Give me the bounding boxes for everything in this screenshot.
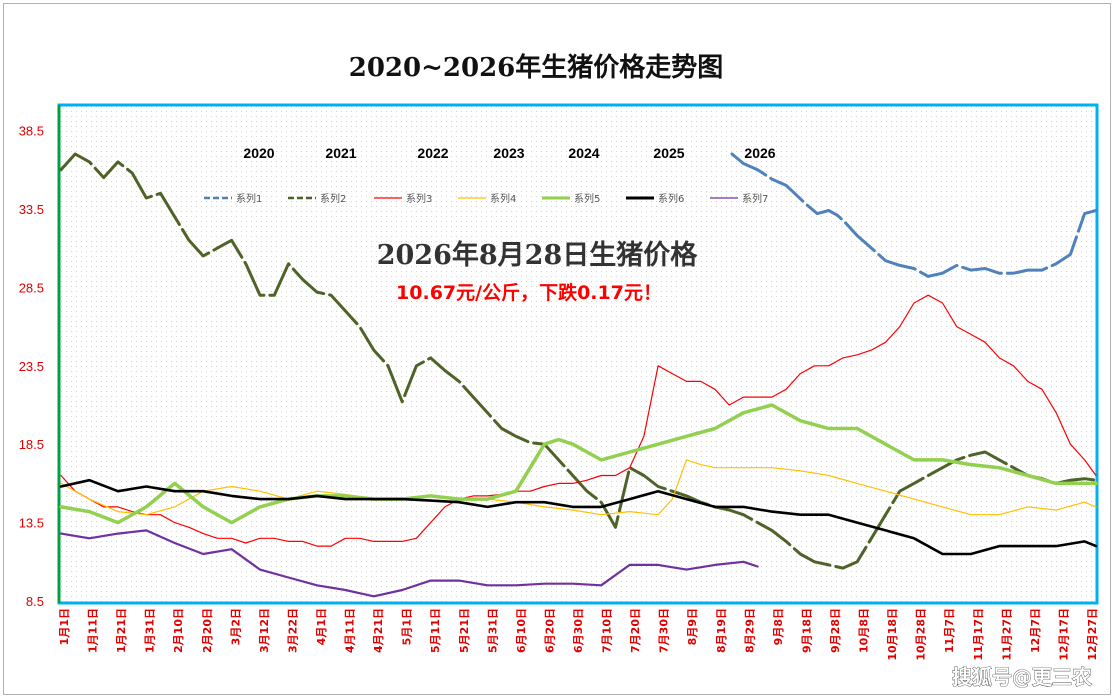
- year-label: 2026: [744, 145, 775, 161]
- chart-title: 2020~2026年生猪价格走势图: [349, 52, 724, 83]
- legend: 系列1 系列2 系列3 系列4 系列5 系列6 系列7: [204, 192, 768, 205]
- series-line: [59, 529, 759, 598]
- series-line: [730, 152, 1098, 278]
- year-labels: 2020 2021 2022 2023 2024 2025 2026: [243, 145, 775, 161]
- legend-label: 系列3: [406, 192, 432, 205]
- x-tick-label: 1月31日: [144, 608, 157, 653]
- series-lines: [59, 152, 1098, 598]
- legend-label: 系列2: [320, 192, 346, 205]
- x-tick-label: 10月28日: [915, 608, 928, 661]
- x-tick-label: 9月18日: [800, 608, 813, 653]
- x-tick-label: 6月30日: [572, 608, 585, 653]
- annotation-price: 10.67元/公斤，下跌0.17元！: [396, 281, 662, 304]
- y-tick-label: 8.5: [26, 594, 44, 609]
- x-tick-label: 8月19日: [715, 608, 728, 653]
- y-tick-label: 18.5: [19, 437, 44, 452]
- y-tick-label: 33.5: [19, 202, 44, 217]
- legend-label: 系列4: [490, 192, 516, 205]
- x-tick-label: 12月27日: [1086, 608, 1099, 661]
- x-tick-label: 5月21日: [458, 608, 471, 653]
- year-label: 2021: [325, 145, 356, 161]
- x-tick-label: 3月12日: [258, 608, 271, 653]
- year-label: 2023: [493, 145, 524, 161]
- x-tick-label: 7月10日: [601, 608, 614, 653]
- x-tick-label: 4月11日: [344, 608, 357, 653]
- series-line: [59, 403, 1098, 525]
- x-tick-label: 7月30日: [658, 608, 671, 653]
- x-tick-label: 9月28日: [829, 608, 842, 653]
- annotation-date: 2026年8月28日生猪价格: [377, 239, 699, 271]
- x-tick-label: 12月7日: [1029, 608, 1042, 653]
- legend-label: 系列7: [742, 192, 768, 205]
- x-tick-label: 5月31日: [486, 608, 499, 653]
- x-tick-label: 4月1日: [315, 608, 328, 645]
- x-tick-label: 7月20日: [629, 608, 642, 653]
- x-tick-label: 2月10日: [172, 608, 185, 653]
- y-tick-label: 13.5: [19, 516, 44, 531]
- x-tick-label: 1月21日: [115, 608, 128, 653]
- x-tick-label: 1月1日: [58, 608, 71, 645]
- legend-label: 系列5: [574, 192, 600, 205]
- series-line: [59, 478, 1098, 556]
- y-tick-label: 23.5: [19, 359, 44, 374]
- series-line: [59, 152, 1098, 570]
- legend-label: 系列1: [236, 192, 262, 205]
- year-label: 2022: [417, 145, 448, 161]
- legend-label: 系列6: [658, 192, 684, 205]
- x-tick-label: 12月17日: [1057, 608, 1070, 661]
- x-tick-label: 3月22日: [286, 608, 299, 653]
- x-tick-label: 5月11日: [429, 608, 442, 653]
- chart-frame: 2020~2026年生猪价格走势图 8.5 13.5 18.5 23.5 28.5 33.…: [3, 3, 1111, 695]
- watermark: 搜狐号@更三农: [952, 665, 1092, 689]
- x-tick-label: 11月7日: [943, 608, 956, 653]
- x-tick-label: 1月11日: [87, 608, 100, 653]
- y-tick-label: 38.5: [19, 124, 44, 139]
- y-tick-label: 28.5: [19, 280, 44, 295]
- plot-area: [57, 103, 1099, 605]
- series-line: [60, 459, 1097, 516]
- x-tick-label: 9月8日: [772, 608, 785, 645]
- chart-svg: 2020~2026年生猪价格走势图 8.5 13.5 18.5 23.5 28.5 33.…: [19, 52, 1099, 689]
- x-tick-label: 11月17日: [972, 608, 985, 661]
- series-line: [60, 294, 1097, 547]
- x-tick-label: 5月1日: [401, 608, 414, 645]
- x-tick-label: 6月20日: [543, 608, 556, 653]
- x-tick-label: 8月29日: [743, 608, 756, 653]
- year-label: 2025: [653, 145, 684, 161]
- y-tick-labels: 8.5 13.5 18.5 23.5 28.5 33.5 38.5: [19, 124, 44, 609]
- x-tick-label: 2月20日: [201, 608, 214, 653]
- x-tick-label: 3月2日: [229, 608, 242, 645]
- x-tick-label: 10月8日: [858, 608, 871, 653]
- year-label: 2024: [568, 145, 599, 161]
- x-tick-label: 11月27日: [1000, 608, 1013, 661]
- x-tick-labels: 1月1日 1月11日 1月21日 1月31日 2月10日 2月20日 3月2日 3月12日 3月…: [58, 608, 1099, 661]
- x-tick-label: 4月21日: [372, 608, 385, 653]
- x-tick-label: 8月9日: [686, 608, 699, 645]
- x-tick-label: 10月18日: [886, 608, 899, 661]
- year-label: 2020: [243, 145, 274, 161]
- x-tick-label: 6月10日: [515, 608, 528, 653]
